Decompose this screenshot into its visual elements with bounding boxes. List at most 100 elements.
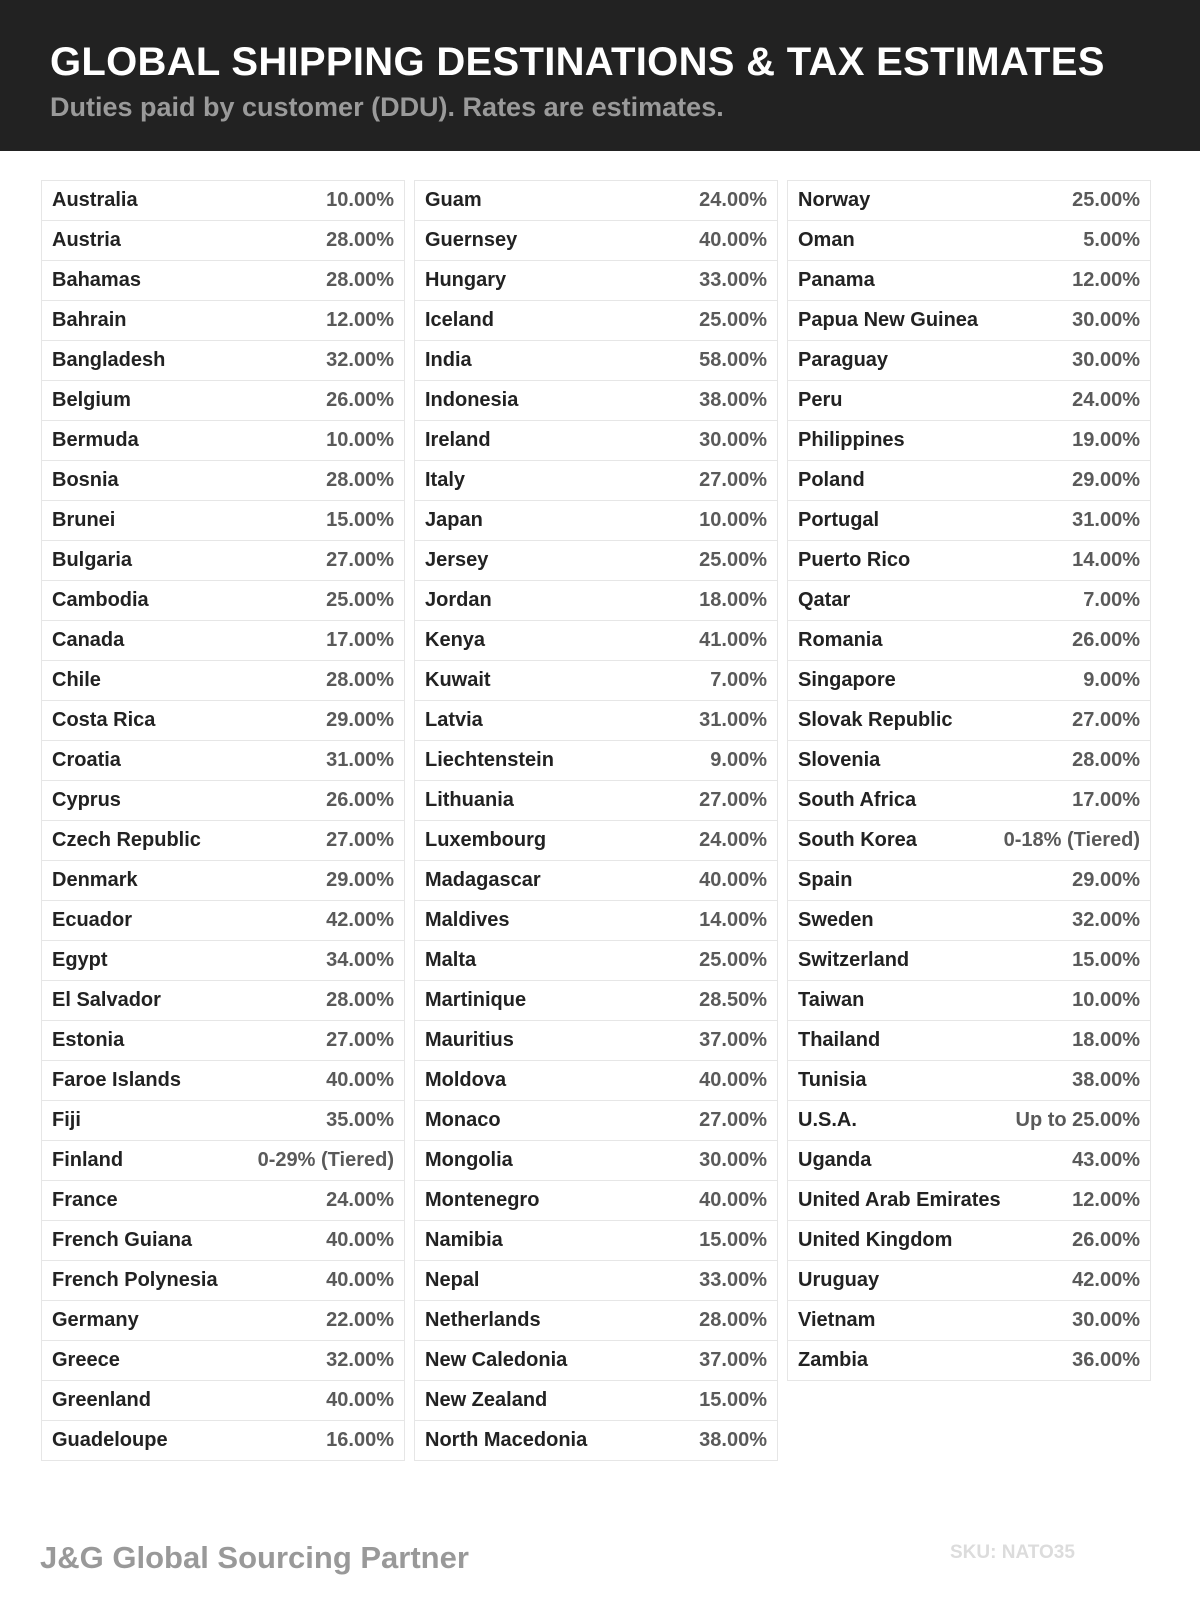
country-name: Belgium [52, 389, 131, 411]
tax-rate: 41.00% [699, 629, 767, 651]
table-row: Martinique 28.50% [415, 981, 777, 1021]
table-row: New Zealand 15.00% [415, 1381, 777, 1421]
country-name: Italy [425, 469, 466, 491]
country-name: Spain [798, 869, 853, 891]
country-name: Greenland [52, 1389, 151, 1411]
country-name: Luxembourg [425, 829, 547, 851]
country-name: Fiji [52, 1109, 81, 1131]
tax-rate: 10.00% [326, 429, 394, 451]
page-title: GLOBAL SHIPPING DESTINATIONS & TAX ESTIM… [50, 40, 1105, 84]
table-row: Bosnia 28.00% [42, 461, 404, 501]
table-row: Ecuador 42.00% [42, 901, 404, 941]
tax-rate: 40.00% [326, 1389, 394, 1411]
country-name: Kenya [425, 629, 486, 651]
tax-rate: 16.00% [326, 1429, 394, 1451]
tax-rate: 42.00% [326, 909, 394, 931]
tax-rate: 37.00% [699, 1029, 767, 1051]
country-name: Bosnia [52, 469, 119, 491]
tax-rate: 35.00% [326, 1109, 394, 1131]
sku-label: SKU: NATO35 [950, 1542, 1075, 1563]
table-row: Bangladesh 32.00% [42, 341, 404, 381]
tax-rate: 25.00% [699, 549, 767, 571]
tax-rate: 28.00% [326, 989, 394, 1011]
country-name: Portugal [798, 509, 880, 531]
tax-rate: 28.00% [326, 669, 394, 691]
table-row: Greenland 40.00% [42, 1381, 404, 1421]
tax-rate: 32.00% [326, 1349, 394, 1371]
country-name: Croatia [52, 749, 121, 771]
table-row: Guernsey 40.00% [415, 221, 777, 261]
tax-rate: 24.00% [699, 189, 767, 211]
country-name: Austria [52, 229, 121, 251]
country-name: Sweden [798, 909, 874, 931]
tax-rate: 40.00% [699, 229, 767, 251]
table-row: Latvia 31.00% [415, 701, 777, 741]
tax-rate: Up to 25.00% [1015, 1109, 1140, 1131]
tax-rate: 29.00% [326, 709, 394, 731]
tax-rate: 10.00% [1072, 989, 1140, 1011]
table-row: Puerto Rico 14.00% [788, 541, 1150, 581]
tax-rate: 30.00% [699, 429, 767, 451]
country-name: India [425, 349, 472, 371]
tax-rate: 32.00% [1072, 909, 1140, 931]
country-name: Cyprus [52, 789, 121, 811]
tax-rate: 29.00% [326, 869, 394, 891]
tax-rate: 40.00% [699, 1189, 767, 1211]
country-name: Moldova [425, 1069, 507, 1091]
country-name: Guadeloupe [52, 1429, 168, 1451]
country-name: Tunisia [798, 1069, 867, 1091]
tax-rate: 17.00% [326, 629, 394, 651]
tax-rate: 15.00% [1072, 949, 1140, 971]
tax-rate: 27.00% [326, 829, 394, 851]
tax-rate: 26.00% [1072, 629, 1140, 651]
table-row: Egypt 34.00% [42, 941, 404, 981]
tax-rate: 38.00% [699, 389, 767, 411]
table-row: North Macedonia 38.00% [415, 1421, 777, 1461]
country-name: Mauritius [425, 1029, 514, 1051]
tax-rate: 25.00% [699, 309, 767, 331]
table-row: Uganda 43.00% [788, 1141, 1150, 1181]
table-row: Fiji 35.00% [42, 1101, 404, 1141]
tax-rate: 30.00% [699, 1149, 767, 1171]
country-name: Egypt [52, 949, 108, 971]
table-row: Namibia 15.00% [415, 1221, 777, 1261]
tax-rate: 0-18% (Tiered) [1003, 829, 1140, 851]
country-name: Estonia [52, 1029, 125, 1051]
table-row: Bermuda 10.00% [42, 421, 404, 461]
brand-name: J&G Global Sourcing Partner [40, 1540, 469, 1575]
country-name: Chile [52, 669, 101, 691]
table-row: Netherlands 28.00% [415, 1301, 777, 1341]
tax-rate: 18.00% [1072, 1029, 1140, 1051]
table-row: French Polynesia 40.00% [42, 1261, 404, 1301]
tax-rate: 58.00% [699, 349, 767, 371]
country-name: Bahrain [52, 309, 127, 331]
country-name: Philippines [798, 429, 905, 451]
tax-rate: 31.00% [699, 709, 767, 731]
table-row: Singapore 9.00% [788, 661, 1150, 701]
table-row: Oman 5.00% [788, 221, 1150, 261]
country-name: United Arab Emirates [798, 1189, 1001, 1211]
country-name: Mongolia [425, 1149, 513, 1171]
table-row: Qatar 7.00% [788, 581, 1150, 621]
table-row: Austria 28.00% [42, 221, 404, 261]
tax-rate: 25.00% [699, 949, 767, 971]
tax-rate: 26.00% [326, 389, 394, 411]
country-name: United Kingdom [798, 1229, 953, 1251]
table-row: Australia 10.00% [42, 181, 404, 221]
tax-rate: 30.00% [1072, 309, 1140, 331]
tax-rate: 27.00% [699, 469, 767, 491]
table-row: Malta 25.00% [415, 941, 777, 981]
table-row: Lithuania 27.00% [415, 781, 777, 821]
country-name: Kuwait [425, 669, 491, 691]
country-name: Maldives [425, 909, 510, 931]
country-name: Czech Republic [52, 829, 201, 851]
table-row: Nepal 33.00% [415, 1261, 777, 1301]
tax-rate: 36.00% [1072, 1349, 1140, 1371]
tax-rate: 28.00% [326, 229, 394, 251]
table-row: Moldova 40.00% [415, 1061, 777, 1101]
table-row: Kuwait 7.00% [415, 661, 777, 701]
table-row: Monaco 27.00% [415, 1101, 777, 1141]
table-row: Thailand 18.00% [788, 1021, 1150, 1061]
country-name: Norway [798, 189, 871, 211]
tax-rate: 28.00% [699, 1309, 767, 1331]
